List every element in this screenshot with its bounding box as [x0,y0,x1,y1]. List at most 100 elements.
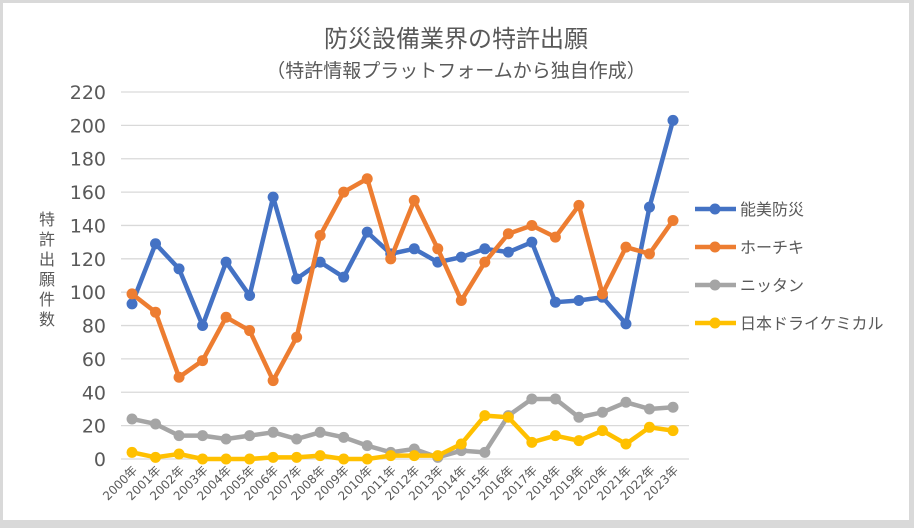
y-tick-label: 20 [82,416,106,438]
data-point [361,440,373,452]
data-point [408,450,420,462]
data-point [267,375,279,387]
y-axis-title: 特許出願件数 [39,210,55,329]
data-point [244,430,256,442]
data-point [667,114,679,126]
data-point [220,433,232,445]
data-point [314,229,326,241]
y-tick-label: 80 [82,316,106,338]
y-tick-label: 220 [70,82,106,104]
data-point [197,453,209,465]
legend-label: ニッタン [740,276,804,295]
chart-subtitle: （特許情報プラットフォームから独自作成） [266,60,645,82]
data-point [267,426,279,438]
data-point [549,430,561,442]
line-chart: 防災設備業界の特許出願 （特許情報プラットフォームから独自作成） 0 20 40 60… [39,25,884,503]
data-point [526,436,538,448]
y-tick-label: 200 [70,115,106,137]
legend-item: 日本ドライケミカル [695,314,884,333]
legend-marker [709,279,721,291]
legend-label: 日本ドライケミカル [740,314,884,333]
data-point [314,256,326,268]
series-lines [126,114,679,465]
data-point [620,438,632,450]
legend-label: ホーチキ [740,238,804,257]
y-tick-label: 100 [70,282,106,304]
data-point [338,431,350,443]
data-point [220,453,232,465]
data-point [150,238,162,250]
data-point [150,306,162,318]
data-point [573,295,585,307]
legend-item: ニッタン [695,276,804,295]
data-point [267,191,279,203]
data-point [526,393,538,405]
data-point [361,453,373,465]
data-point [620,318,632,330]
data-point [244,290,256,302]
data-point [526,236,538,248]
data-point [549,393,561,405]
data-point [173,448,185,460]
data-point [314,450,326,462]
data-point [502,246,514,258]
data-point [667,214,679,226]
data-point [596,406,608,418]
data-point [455,438,467,450]
data-point [173,263,185,275]
y-tick-label: 180 [70,149,106,171]
legend-label: 能美防災 [740,200,804,219]
data-point [361,173,373,185]
data-point [526,219,538,231]
x-axis-ticks: 2000年2001年2002年2003年2004年2005年2006年2007年… [100,463,681,503]
data-point [126,446,138,458]
y-tick-label: 0 [94,449,106,471]
legend-item: ホーチキ [695,238,804,257]
data-point [291,273,303,285]
series-line [131,396,674,460]
data-point [126,413,138,425]
data-point [643,403,655,415]
data-point [385,450,397,462]
data-point [408,194,420,206]
data-point [667,425,679,437]
legend-item: 能美防災 [695,200,804,219]
data-point [432,243,444,255]
data-point [338,453,350,465]
legend-marker [709,241,721,253]
y-tick-label: 60 [82,349,106,371]
data-point [197,430,209,442]
series-3 [126,410,679,465]
data-point [197,355,209,367]
data-point [502,228,514,240]
series-1 [126,173,679,387]
series-2 [126,393,679,463]
data-point [432,450,444,462]
data-point [338,271,350,283]
data-point [338,186,350,198]
data-point [244,453,256,465]
y-tick-label: 160 [70,182,106,204]
data-point [596,288,608,300]
data-point [291,451,303,463]
y-axis-label: 特許出願件数 [39,210,55,329]
data-point [291,433,303,445]
chart-title: 防災設備業界の特許出願 [324,25,588,53]
data-point [479,256,491,268]
data-point [126,288,138,300]
data-point [314,426,326,438]
data-point [643,201,655,213]
data-point [479,243,491,255]
series-line [130,176,675,383]
y-tick-label: 120 [70,249,106,271]
y-tick-label: 40 [82,382,106,404]
chart-area: 防災設備業界の特許出願 （特許情報プラットフォームから独自作成） 0 20 40 60… [3,3,909,520]
data-point [244,325,256,337]
series-line [129,119,676,328]
data-point [361,226,373,238]
data-point [220,311,232,323]
legend-marker [709,203,721,215]
data-point [573,411,585,423]
data-point [620,396,632,408]
gridlines [121,91,689,460]
